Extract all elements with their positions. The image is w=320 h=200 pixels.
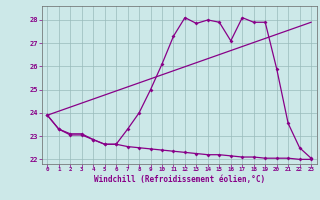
- X-axis label: Windchill (Refroidissement éolien,°C): Windchill (Refroidissement éolien,°C): [94, 175, 265, 184]
